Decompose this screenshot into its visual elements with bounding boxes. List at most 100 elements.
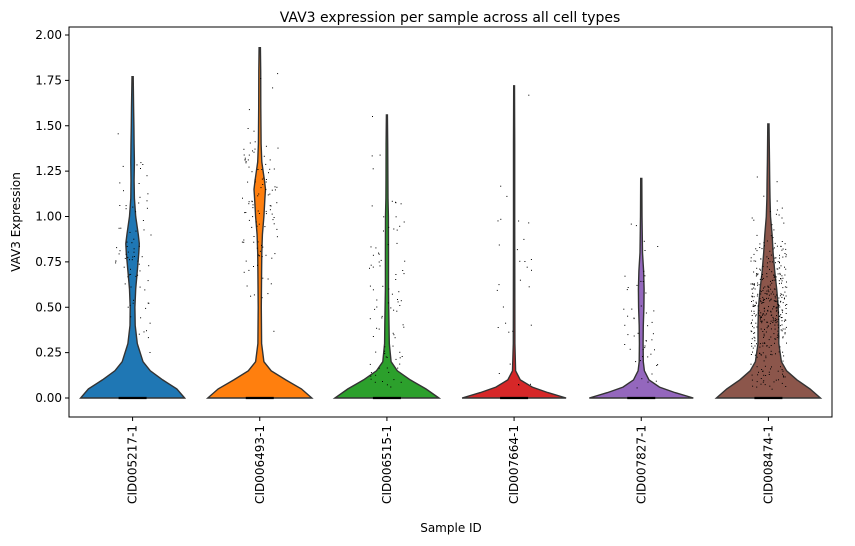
data-point (775, 279, 777, 281)
data-point (397, 301, 399, 303)
data-point (655, 380, 657, 382)
y-axis-label: VAV3 Expression (9, 172, 23, 272)
data-point (773, 288, 775, 290)
data-point (393, 379, 395, 381)
data-point (126, 246, 128, 247)
data-point (528, 222, 530, 224)
data-point (400, 203, 402, 205)
data-point (630, 223, 632, 225)
data-point (774, 288, 776, 290)
data-point (396, 242, 398, 244)
data-point (770, 368, 771, 370)
data-point (759, 346, 761, 348)
data-point (761, 316, 762, 318)
data-point (762, 352, 764, 354)
data-point (257, 195, 259, 197)
data-point (771, 388, 773, 390)
data-point (149, 322, 151, 324)
data-point (776, 315, 777, 317)
data-point (781, 275, 783, 277)
data-point (778, 379, 779, 381)
data-point (265, 254, 267, 256)
data-point (778, 316, 780, 317)
data-point (758, 284, 760, 286)
data-point (372, 116, 373, 117)
data-point (766, 273, 768, 275)
data-point (756, 274, 758, 276)
data-point (759, 278, 761, 280)
data-point (274, 186, 276, 188)
data-point (767, 297, 769, 299)
data-point (122, 165, 124, 167)
data-point (243, 154, 245, 156)
data-point (769, 268, 770, 270)
data-point (760, 269, 761, 271)
data-point (397, 367, 399, 369)
data-point (779, 257, 780, 259)
data-point (761, 302, 763, 304)
data-point (762, 313, 764, 315)
data-point (130, 286, 132, 288)
data-point (775, 338, 777, 340)
data-point (643, 240, 645, 242)
data-point (379, 154, 381, 156)
data-point (262, 277, 264, 279)
x-tick-label: CID007664-1 (507, 425, 521, 504)
data-point (243, 271, 245, 273)
data-point (392, 332, 394, 334)
data-point (778, 337, 780, 339)
data-point (767, 310, 769, 312)
data-point (783, 355, 785, 357)
data-point (777, 370, 779, 372)
data-point (779, 325, 781, 327)
data-point (652, 333, 654, 335)
data-point (123, 190, 124, 192)
data-point (762, 345, 764, 347)
data-point (774, 324, 776, 326)
data-point (777, 312, 779, 314)
data-point (770, 350, 772, 352)
data-point (753, 284, 755, 285)
data-point (767, 285, 769, 287)
data-point (375, 374, 377, 376)
data-point (386, 356, 388, 358)
data-point (119, 250, 121, 252)
data-point (756, 366, 758, 368)
data-point (753, 219, 755, 221)
data-point (247, 181, 249, 183)
data-point (644, 347, 646, 349)
data-point (782, 360, 784, 362)
data-point (145, 307, 147, 309)
data-point (762, 314, 763, 316)
data-point (370, 378, 372, 380)
data-point (772, 316, 774, 318)
data-point (785, 256, 787, 258)
data-point (372, 168, 374, 170)
data-point (753, 336, 755, 338)
data-point (761, 320, 763, 322)
data-point (770, 336, 772, 338)
data-point (388, 371, 390, 373)
data-point (139, 286, 141, 288)
data-point (751, 374, 753, 376)
data-point (784, 243, 786, 245)
data-point (766, 321, 768, 323)
data-point (378, 261, 380, 263)
data-point (765, 375, 767, 376)
data-point (767, 289, 769, 291)
data-point (776, 336, 778, 338)
data-point (254, 141, 256, 143)
data-point (763, 336, 764, 338)
data-point (779, 267, 781, 269)
data-point (783, 298, 785, 300)
data-point (269, 159, 271, 161)
data-point (124, 283, 126, 285)
data-point (384, 346, 386, 348)
data-point (764, 299, 766, 301)
data-point (263, 177, 265, 179)
data-point (375, 351, 377, 353)
data-point (243, 241, 245, 243)
data-point (786, 304, 788, 305)
y-tick-label: 0.00 (35, 391, 62, 405)
data-point (139, 270, 141, 272)
